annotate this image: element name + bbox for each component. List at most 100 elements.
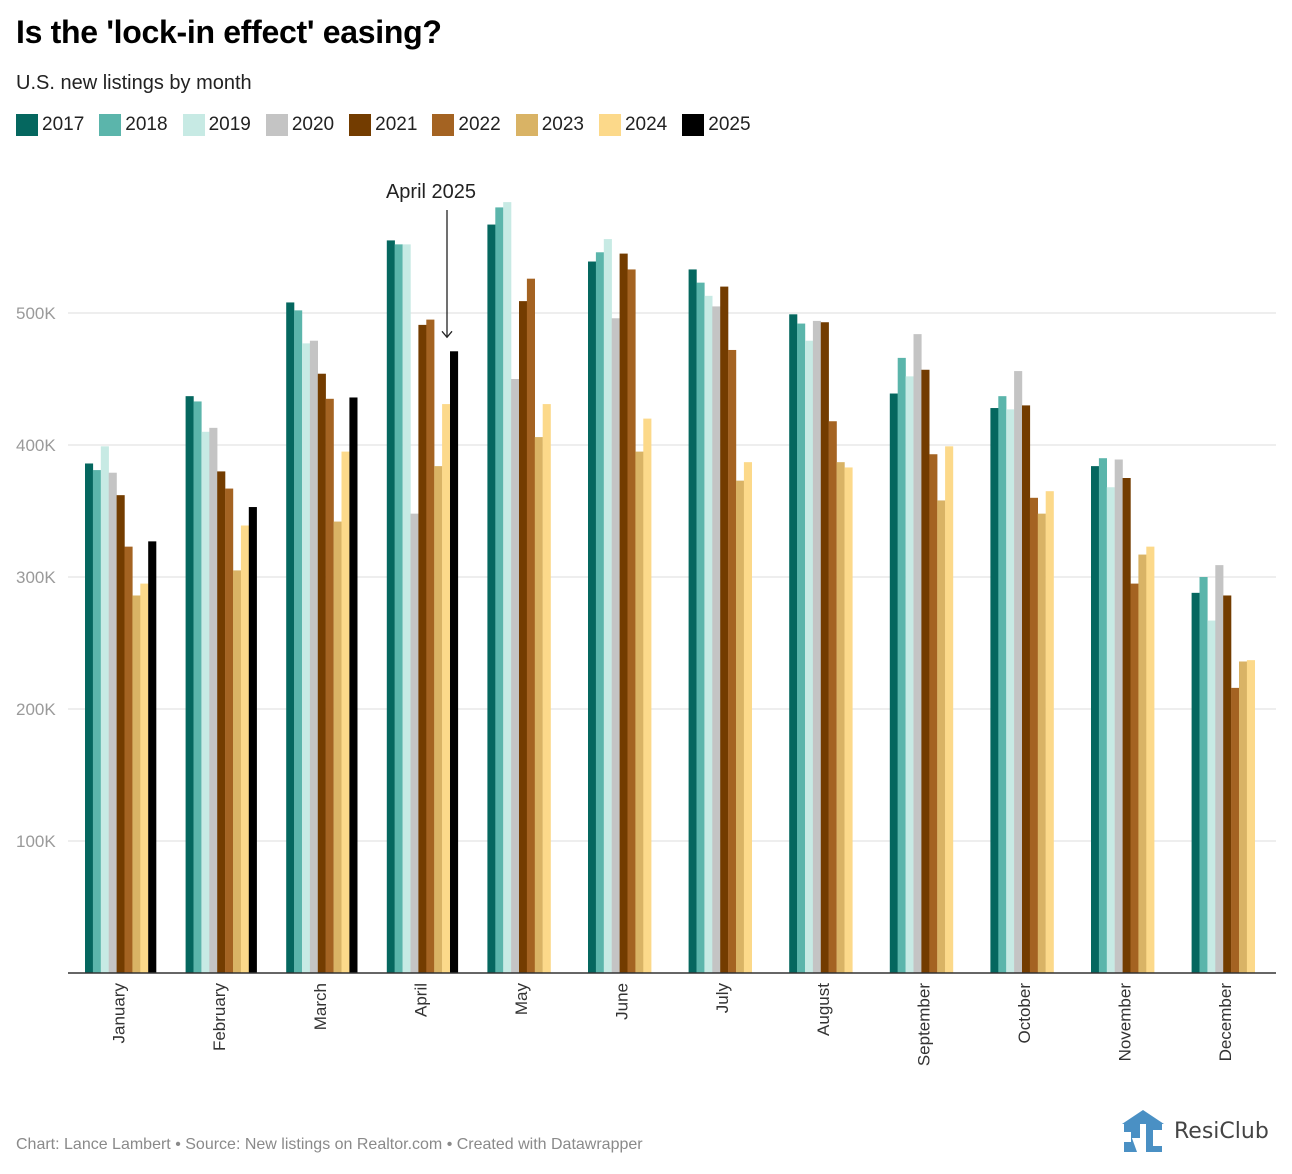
bar-2017-august xyxy=(789,314,798,973)
bar-2020-august xyxy=(812,320,821,973)
y-tick-label: 400K xyxy=(16,436,56,455)
bar-2017-december xyxy=(1191,592,1200,973)
bar-2021-november xyxy=(1122,478,1131,973)
bar-2018-june xyxy=(595,252,604,973)
bar-2023-may xyxy=(534,437,543,974)
bar-2019-february xyxy=(201,431,210,973)
x-tick-label: March xyxy=(311,983,330,1030)
legend-label: 2022 xyxy=(458,114,501,135)
chart-subtitle: U.S. new listings by month xyxy=(16,72,252,94)
y-tick-label: 100K xyxy=(16,832,56,851)
bar-2022-december xyxy=(1231,687,1240,973)
bar-2023-february xyxy=(233,570,242,973)
legend-item-2017: 2017 xyxy=(16,114,84,136)
bar-2020-july xyxy=(712,306,721,973)
legend-item-2023: 2023 xyxy=(515,114,584,136)
bar-2022-may xyxy=(526,278,535,973)
bar-2018-august xyxy=(797,323,806,973)
bar-2023-july xyxy=(736,480,745,973)
bar-chart: 100K 200K 300K 400K 500K January February March… xyxy=(16,181,1276,1066)
bar-2017-april xyxy=(386,240,395,973)
bar-2021-january xyxy=(116,495,125,973)
x-tick-label: November xyxy=(1116,983,1135,1062)
x-tick-label: September xyxy=(914,983,933,1066)
bar-2018-september xyxy=(897,357,906,973)
bar-2017-march xyxy=(286,302,295,973)
bar-2020-november xyxy=(1114,459,1123,973)
legend-item-2018: 2018 xyxy=(99,114,168,136)
bar-2024-july xyxy=(743,462,752,973)
bar-2022-january xyxy=(124,546,133,973)
bar-2025-april xyxy=(450,351,459,973)
bar-2021-july xyxy=(720,286,729,974)
bar-2022-february xyxy=(225,488,234,973)
logo-text: ResiClub xyxy=(1174,1118,1269,1144)
legend-swatch xyxy=(432,114,455,136)
bar-2024-december xyxy=(1246,660,1255,973)
bar-2021-august xyxy=(820,322,829,973)
bar-2019-october xyxy=(1006,409,1015,973)
resiclub-logo-icon xyxy=(1122,1110,1164,1152)
x-tick-label: April xyxy=(411,983,430,1017)
bar-2024-april xyxy=(442,404,451,974)
bar-2019-august xyxy=(805,340,814,974)
x-tick-label: July xyxy=(713,983,732,1014)
bar-2019-november xyxy=(1106,487,1115,973)
bar-2024-october xyxy=(1045,491,1054,973)
x-tick-label: August xyxy=(814,983,833,1036)
bar-2021-june xyxy=(619,253,628,974)
legend-item-2020: 2020 xyxy=(265,114,334,136)
legend-swatch xyxy=(515,114,538,136)
y-tick-label: 300K xyxy=(16,568,56,587)
bar-2020-december xyxy=(1215,565,1224,973)
bar-2025-february xyxy=(248,507,257,973)
bar-2021-september xyxy=(921,369,930,973)
bar-2019-december xyxy=(1207,620,1216,973)
bar-2021-february xyxy=(217,471,226,973)
bar-2018-november xyxy=(1098,458,1107,973)
bar-2023-december xyxy=(1239,661,1248,973)
bar-2018-february xyxy=(193,401,202,973)
bar-2024-september xyxy=(945,446,954,973)
bar-2017-february xyxy=(185,396,194,973)
legend-item-2025: 2025 xyxy=(682,114,751,136)
bar-2021-october xyxy=(1022,405,1031,973)
legend-label: 2018 xyxy=(125,114,168,135)
bar-2022-march xyxy=(325,398,334,973)
x-tick-label: May xyxy=(512,983,531,1016)
legend-item-2021: 2021 xyxy=(349,114,417,136)
legend-swatch xyxy=(682,114,705,136)
bar-2024-march xyxy=(341,451,350,974)
legend-swatch xyxy=(349,114,372,136)
legend: 2017 2018 2019 2020 2021 2022 2023 2024 2025 xyxy=(16,114,766,136)
bar-2021-december xyxy=(1223,595,1232,973)
x-tick-label: October xyxy=(1015,983,1034,1044)
bar-2018-october xyxy=(998,396,1007,973)
bar-2017-november xyxy=(1091,466,1100,973)
bar-2025-march xyxy=(349,397,358,974)
bar-2017-may xyxy=(487,224,496,973)
bar-2022-july xyxy=(728,349,737,974)
bar-2024-january xyxy=(140,583,149,973)
bar-2020-september xyxy=(913,334,922,973)
x-tick-label: December xyxy=(1216,983,1235,1062)
bar-2017-july xyxy=(688,269,697,973)
bar-2023-november xyxy=(1138,554,1147,973)
bar-2024-february xyxy=(240,525,249,973)
bar-2022-august xyxy=(828,421,837,973)
bar-2022-october xyxy=(1029,497,1038,973)
bar-2019-march xyxy=(302,343,311,973)
bar-2021-may xyxy=(519,301,528,973)
bar-2018-july xyxy=(696,282,705,973)
bar-2017-january xyxy=(85,463,94,973)
x-tick-label: June xyxy=(613,983,632,1020)
bar-2018-may xyxy=(495,207,504,973)
bar-2019-june xyxy=(603,239,612,973)
legend-label: 2024 xyxy=(624,114,668,135)
bar-2019-may xyxy=(503,202,512,973)
annotation-arrow-head-icon xyxy=(441,330,453,339)
bar-2020-october xyxy=(1014,371,1023,974)
bar-2019-january xyxy=(100,446,109,973)
legend-swatch xyxy=(99,114,122,136)
bar-2020-may xyxy=(511,379,520,973)
